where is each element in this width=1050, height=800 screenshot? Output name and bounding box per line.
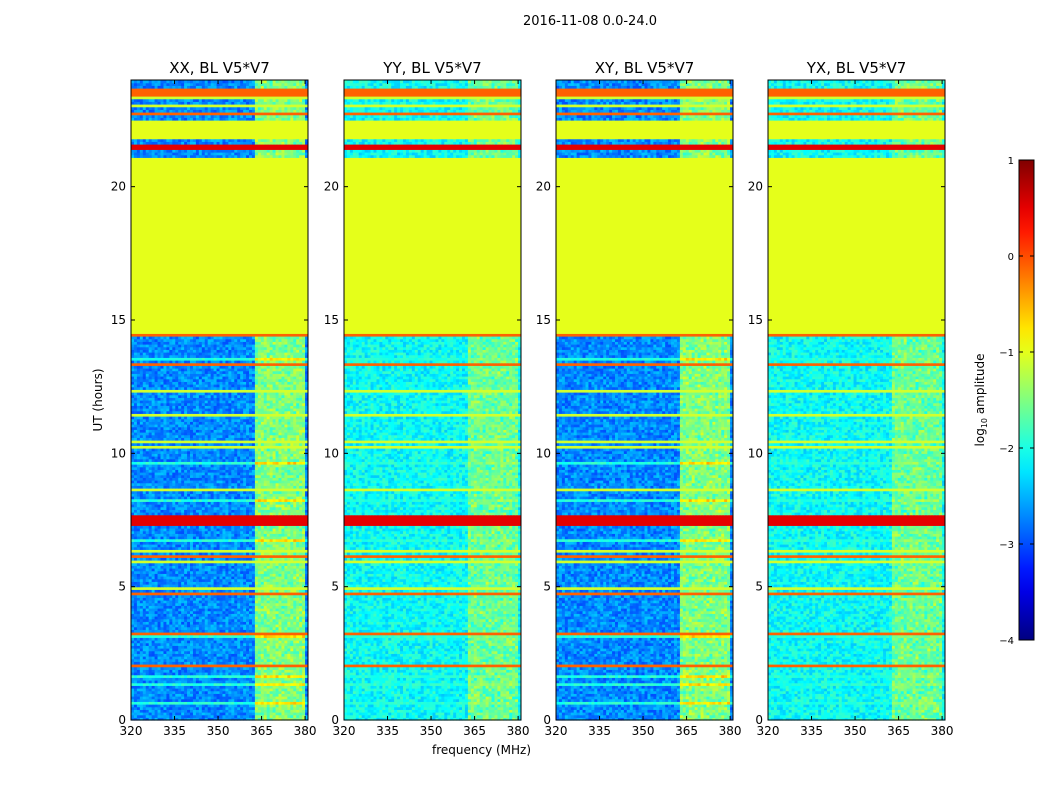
y-tick-label: 20 [324,180,339,194]
suptitle: 2016-11-08 0.0-24.0 [0,14,1050,29]
panel-title: YX, BL V5*V7 [806,59,907,77]
y-tick-label: 20 [111,180,126,194]
x-axis-label: frequency (MHz) [432,743,531,757]
x-tick-label: 320 [120,724,143,738]
panel-frame [130,79,309,721]
x-tick-label: 365 [887,724,910,738]
colorbar-label-log: log [973,428,987,446]
x-tick-label: 380 [507,724,530,738]
x-tick-label: 380 [931,724,954,738]
y-tick-label: 5 [543,580,551,594]
colorbar-label: log10 amplitude [973,354,989,447]
colorbar-tick-label: −3 [999,540,1014,551]
panel-4: YX, BL V5*V7 320 335 350 365 380 0 5 10 15 20 [748,59,954,738]
panel-3: XY, BL V5*V7 320 335 350 365 380 0 5 10 15 20 [536,59,742,738]
y-tick-label: 15 [324,313,339,327]
y-tick-label: 0 [543,713,551,727]
panel-frame [555,79,734,721]
x-tick-label: 350 [844,724,867,738]
panel-title: XY, BL V5*V7 [595,59,695,77]
panel-1: XX, BL V5*V7 320 335 350 365 380 0 5 10 15 20 [111,59,317,738]
y-tick-label: 5 [118,580,126,594]
colorbar-tick-label: −2 [999,444,1014,455]
x-tick-label: 350 [632,724,655,738]
colorbar-tick-label: 1 [1008,156,1014,167]
x-tick-label: 365 [675,724,698,738]
x-tick-label: 335 [376,724,399,738]
y-tick-label: 10 [536,446,551,460]
colorbar-gradient [1018,159,1035,641]
x-tick-label: 365 [250,724,273,738]
panel-frame [767,79,946,721]
y-tick-label: 10 [324,446,339,460]
x-tick-label: 350 [207,724,230,738]
y-tick-label: 15 [536,313,551,327]
y-tick-label: 0 [118,713,126,727]
x-tick-label: 335 [163,724,186,738]
y-tick-label: 5 [755,580,763,594]
x-tick-label: 380 [719,724,742,738]
colorbar: 1 0 −1 −2 −3 −4 [999,156,1035,647]
y-tick-label: 20 [748,180,763,194]
x-tick-label: 335 [588,724,611,738]
y-tick-label: 10 [111,446,126,460]
x-tick-label: 335 [800,724,823,738]
y-tick-label: 0 [331,713,339,727]
colorbar-label-base: 10 [980,418,989,428]
x-tick-label: 320 [545,724,568,738]
x-tick-label: 365 [463,724,486,738]
y-tick-label: 5 [331,580,339,594]
x-tick-label: 380 [294,724,317,738]
y-tick-label: 10 [748,446,763,460]
panel-title: XX, BL V5*V7 [169,59,270,77]
panel-frame [343,79,522,721]
colorbar-label-suffix: amplitude [973,354,987,418]
x-tick-label: 350 [420,724,443,738]
panel-2: YY, BL V5*V7 320 335 350 365 380 0 5 10 15 20 [324,59,530,738]
x-tick-label: 320 [757,724,780,738]
colorbar-tick-label: −1 [999,348,1014,359]
x-tick-label: 320 [333,724,356,738]
y-tick-label: 15 [748,313,763,327]
y-tick-label: 20 [536,180,551,194]
colorbar-tick-label: −4 [999,636,1014,647]
colorbar-tick-label: 0 [1008,252,1014,263]
panel-title: YY, BL V5*V7 [382,59,481,77]
y-axis-label: UT (hours) [91,368,105,431]
y-tick-label: 0 [755,713,763,727]
y-tick-label: 15 [111,313,126,327]
